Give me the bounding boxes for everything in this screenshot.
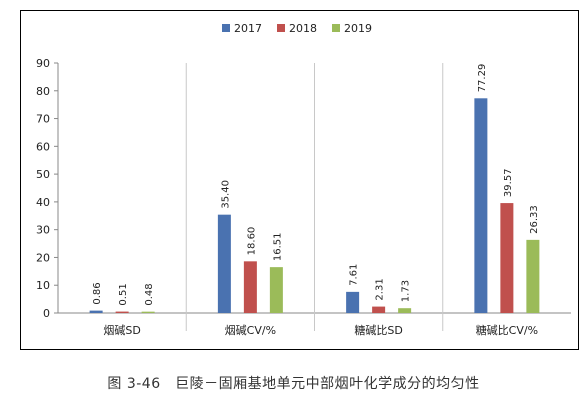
data-label: 39.57 (503, 168, 514, 197)
legend-label-2017: 2017 (234, 22, 262, 35)
y-tick-label: 30 (36, 224, 50, 237)
y-tick-label: 0 (43, 307, 50, 320)
legend-swatch-2018 (277, 24, 285, 32)
data-label: 7.61 (349, 264, 360, 286)
data-label: 16.51 (272, 232, 283, 261)
bar-2019 (269, 267, 283, 313)
y-tick-label: 50 (36, 168, 50, 181)
y-tick-label: 20 (36, 251, 50, 264)
bar-2019 (141, 311, 155, 313)
bar-2017 (346, 291, 360, 313)
bar-2017 (89, 310, 103, 313)
chart-frame: 0 10 20 30 40 50 60 70 80 90 0.86 0.51 0.48 烟碱SD 35.40… (20, 10, 579, 350)
data-label: 26.33 (529, 205, 540, 234)
data-label: 0.51 (118, 283, 129, 305)
figure-caption: 图 3-46 巨陵－固厢基地单元中部烟叶化学成分的均匀性 (107, 376, 480, 392)
x-category-label: 糖碱比CV/% (476, 323, 538, 337)
data-label: 0.48 (144, 283, 155, 305)
bar-2018 (500, 203, 514, 313)
y-tick-label: 80 (36, 85, 50, 98)
legend-label-2018: 2018 (289, 22, 317, 35)
data-label: 0.86 (92, 282, 103, 304)
bar-2019 (398, 308, 412, 313)
y-tick-label: 90 (36, 57, 50, 70)
legend-label-2019: 2019 (344, 22, 372, 35)
data-label: 1.73 (401, 280, 412, 302)
legend-swatch-2017 (222, 24, 230, 32)
x-category-label: 糖碱比SD (354, 323, 402, 337)
chart: 0 10 20 30 40 50 60 70 80 90 0.86 0.51 0.48 烟碱SD 35.40… (36, 22, 571, 337)
data-label: 18.60 (246, 227, 257, 256)
y-tick-label: 10 (36, 279, 50, 292)
x-category-label: 烟碱CV/% (225, 323, 276, 337)
bar-2018 (372, 306, 386, 313)
bar-2017 (217, 214, 231, 313)
data-label: 35.40 (220, 180, 231, 209)
data-label: 2.31 (375, 278, 386, 300)
bar-2017 (474, 98, 488, 313)
bar-2018 (115, 311, 129, 313)
legend-swatch-2019 (332, 24, 340, 32)
y-tick-label: 40 (36, 196, 50, 209)
bar-2018 (243, 261, 257, 313)
bar-2019 (526, 239, 540, 313)
data-label: 77.29 (477, 64, 488, 93)
y-tick-label: 60 (36, 140, 50, 153)
x-category-label: 烟碱SD (103, 323, 140, 337)
y-tick-label: 70 (36, 113, 50, 126)
